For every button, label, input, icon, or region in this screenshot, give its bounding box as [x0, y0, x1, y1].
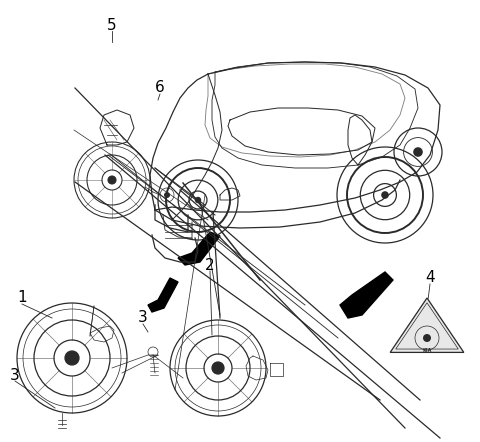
Text: KIA: KIA: [422, 347, 432, 353]
Text: 3: 3: [10, 367, 20, 382]
Text: 1: 1: [17, 290, 27, 305]
Circle shape: [212, 362, 224, 374]
Polygon shape: [340, 272, 393, 318]
Circle shape: [164, 192, 170, 198]
Text: 5: 5: [107, 18, 117, 33]
Text: 4: 4: [425, 271, 435, 286]
Circle shape: [108, 176, 116, 184]
Text: 6: 6: [155, 80, 165, 95]
Polygon shape: [178, 232, 220, 265]
Polygon shape: [390, 298, 464, 352]
Circle shape: [423, 334, 431, 342]
Circle shape: [195, 197, 201, 203]
Circle shape: [65, 351, 79, 365]
Text: 2: 2: [205, 258, 215, 273]
Circle shape: [381, 191, 389, 199]
Polygon shape: [148, 278, 178, 312]
Text: 3: 3: [138, 310, 148, 325]
Circle shape: [413, 147, 423, 157]
